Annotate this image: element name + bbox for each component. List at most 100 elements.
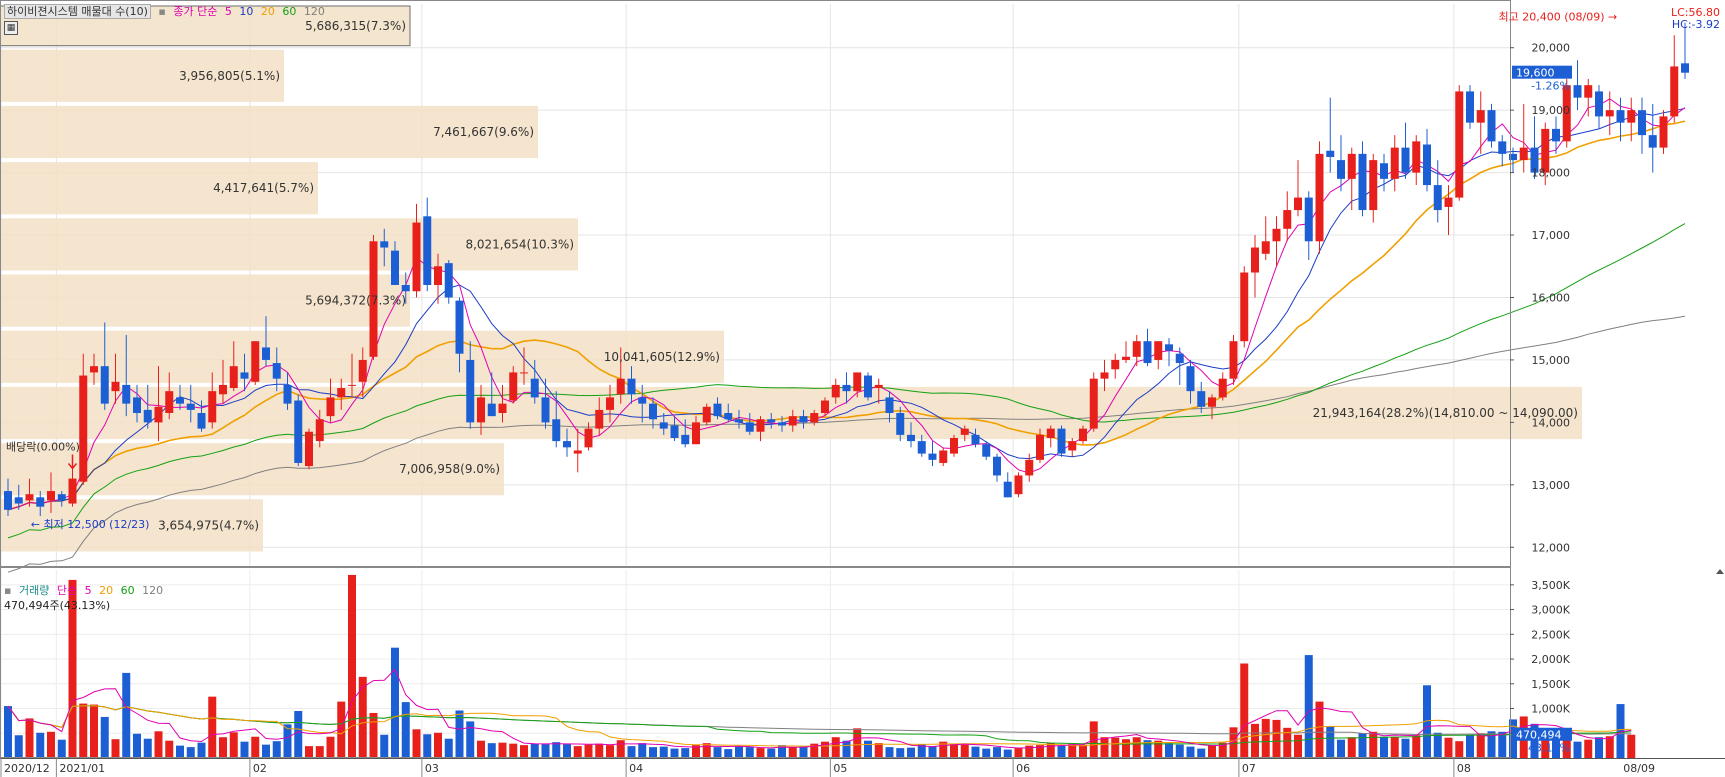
candle-body xyxy=(885,397,894,414)
candle-body xyxy=(960,428,969,435)
volume-bar xyxy=(1143,740,1152,758)
candle-body xyxy=(1003,481,1012,498)
candle-body xyxy=(1294,197,1302,211)
candle-body xyxy=(176,397,184,404)
candle-body xyxy=(487,403,496,417)
volume-bar xyxy=(477,740,485,758)
volume-bar xyxy=(1315,701,1324,758)
candle-body xyxy=(1455,91,1464,198)
candle-body xyxy=(670,425,679,438)
volume-bar xyxy=(229,732,238,758)
volume-bar xyxy=(810,743,819,758)
candle-body xyxy=(1175,353,1184,364)
x-tick-label: 05 xyxy=(833,762,847,775)
candle-body xyxy=(1218,378,1227,398)
candle-body xyxy=(122,384,131,404)
x-tick-label: 02 xyxy=(253,762,267,775)
volume-bar xyxy=(1401,738,1410,758)
candle-body xyxy=(928,453,937,460)
candle-body xyxy=(143,409,152,423)
volume-bar xyxy=(283,724,292,758)
candle-body xyxy=(842,384,851,392)
volume-ma-label: 단순 xyxy=(56,584,78,597)
candle-body xyxy=(864,375,872,398)
candle-body xyxy=(509,372,518,401)
candle-body xyxy=(939,450,948,463)
volume-bar xyxy=(1390,736,1399,758)
price-tick-label: 19,000 xyxy=(1532,104,1571,117)
candle-body xyxy=(917,441,926,454)
volume-bar xyxy=(767,748,776,758)
candle-body xyxy=(1390,147,1399,179)
volume-bar xyxy=(606,745,614,758)
candle-body xyxy=(1251,247,1259,273)
candle-body xyxy=(853,372,862,392)
candle-body xyxy=(1132,341,1141,357)
volume-bar xyxy=(1197,748,1206,758)
candle-body xyxy=(907,434,915,442)
volume-bar xyxy=(1433,732,1442,758)
ma-legend-120: 120 xyxy=(303,5,325,18)
volume-bar xyxy=(1154,740,1163,758)
candle-body xyxy=(874,384,883,389)
volume-bar xyxy=(1605,736,1614,758)
candle-body xyxy=(133,397,141,414)
volume-bars xyxy=(4,574,1636,758)
volume-bar xyxy=(928,746,937,758)
candle-body xyxy=(272,363,281,379)
volume-bar xyxy=(831,737,840,758)
volume-bar xyxy=(186,747,195,758)
candle-body xyxy=(1627,110,1636,123)
candle-body xyxy=(90,366,98,373)
candle-body xyxy=(68,478,77,504)
volume-bar xyxy=(1304,655,1313,758)
legend-marker-icon: ▪ xyxy=(4,584,12,597)
volume-bar xyxy=(1541,732,1550,758)
volume-bar xyxy=(573,746,582,758)
candle-body xyxy=(778,422,786,426)
last-volume-label: 470,494 xyxy=(1516,729,1562,742)
volume-bar xyxy=(584,744,593,758)
volume-bar xyxy=(133,733,141,758)
candle-body xyxy=(595,409,604,429)
volume-tick-label: 1,000K xyxy=(1531,703,1570,716)
volume-bar xyxy=(122,672,131,758)
candle-body xyxy=(348,384,356,386)
chart-title: 하이비젼시스템 매물대 수(10) xyxy=(4,4,151,19)
volume-bar xyxy=(1272,719,1281,758)
candle-body xyxy=(294,400,303,463)
volume-bar xyxy=(1240,663,1249,758)
candle-body xyxy=(1046,428,1055,438)
volume-bar xyxy=(530,743,539,758)
volume-ma-lines xyxy=(7,668,1632,749)
price-tick-label: 18,000 xyxy=(1532,167,1571,180)
candle-body xyxy=(1326,150,1335,157)
candle-body xyxy=(1401,147,1410,173)
candle-body xyxy=(380,241,389,248)
candle-body xyxy=(57,494,66,501)
candle-body xyxy=(1498,141,1507,154)
candle-body xyxy=(423,216,432,285)
candle-body xyxy=(520,372,528,374)
candle-body xyxy=(315,419,324,442)
candle-body xyxy=(391,250,399,285)
price-panel-legend: 하이비젼시스템 매물대 수(10) ▪ 종가 단순 5 10 20 60 120 xyxy=(4,3,329,19)
volume-ma-5: 5 xyxy=(84,584,92,597)
volume-bar xyxy=(520,745,528,758)
volume-ma-20: 20 xyxy=(99,584,114,597)
volume-bar xyxy=(638,743,647,758)
candle-body xyxy=(788,416,797,426)
volume-bar xyxy=(100,716,109,758)
grid-toggle-icon[interactable]: ▦ xyxy=(4,21,18,35)
volume-panel-frame xyxy=(0,567,1511,758)
volume-bar xyxy=(1014,748,1023,758)
volume-profile-bar xyxy=(0,49,284,102)
volume-panel-legend: ▪ 거래량 단순 5 20 60 120 xyxy=(4,582,167,598)
candle-body xyxy=(896,413,905,435)
candle-body xyxy=(799,416,808,423)
candle-body xyxy=(1229,341,1238,379)
volume-bar xyxy=(1584,739,1593,758)
candle-body xyxy=(735,419,743,423)
volume-bar xyxy=(401,702,410,758)
volume-bar xyxy=(1186,746,1195,758)
